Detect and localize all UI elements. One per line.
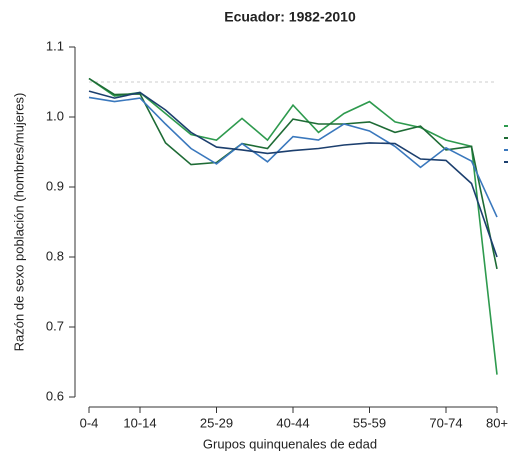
x-axis-label: Grupos quinquenales de edad — [203, 436, 377, 451]
series-line — [88, 96, 498, 218]
x-tick-label: 10-14 — [123, 415, 156, 430]
x-tick-label: 0-4 — [80, 415, 99, 430]
y-tick-label: 0.7 — [46, 318, 64, 333]
y-tick-label: 0.8 — [46, 248, 64, 263]
x-tick-label: 25-29 — [200, 415, 233, 430]
y-tick-label: 1.0 — [46, 108, 64, 123]
x-tick-label: 40-44 — [276, 415, 309, 430]
x-tick-label: 70-74 — [429, 415, 462, 430]
series-line — [88, 77, 498, 375]
series-line — [88, 90, 498, 258]
y-tick-label: 0.9 — [46, 178, 64, 193]
chart-title: Ecuador: 1982-2010 — [224, 9, 356, 25]
y-tick-label: 1.1 — [46, 38, 64, 53]
y-axis-label: Razón de sexo población (hombres/mujeres… — [11, 93, 26, 352]
x-tick-label: 55-59 — [353, 415, 386, 430]
x-tick-label: 80+ — [486, 415, 508, 430]
y-tick-label: 0.6 — [46, 388, 64, 403]
series-line — [88, 77, 498, 270]
